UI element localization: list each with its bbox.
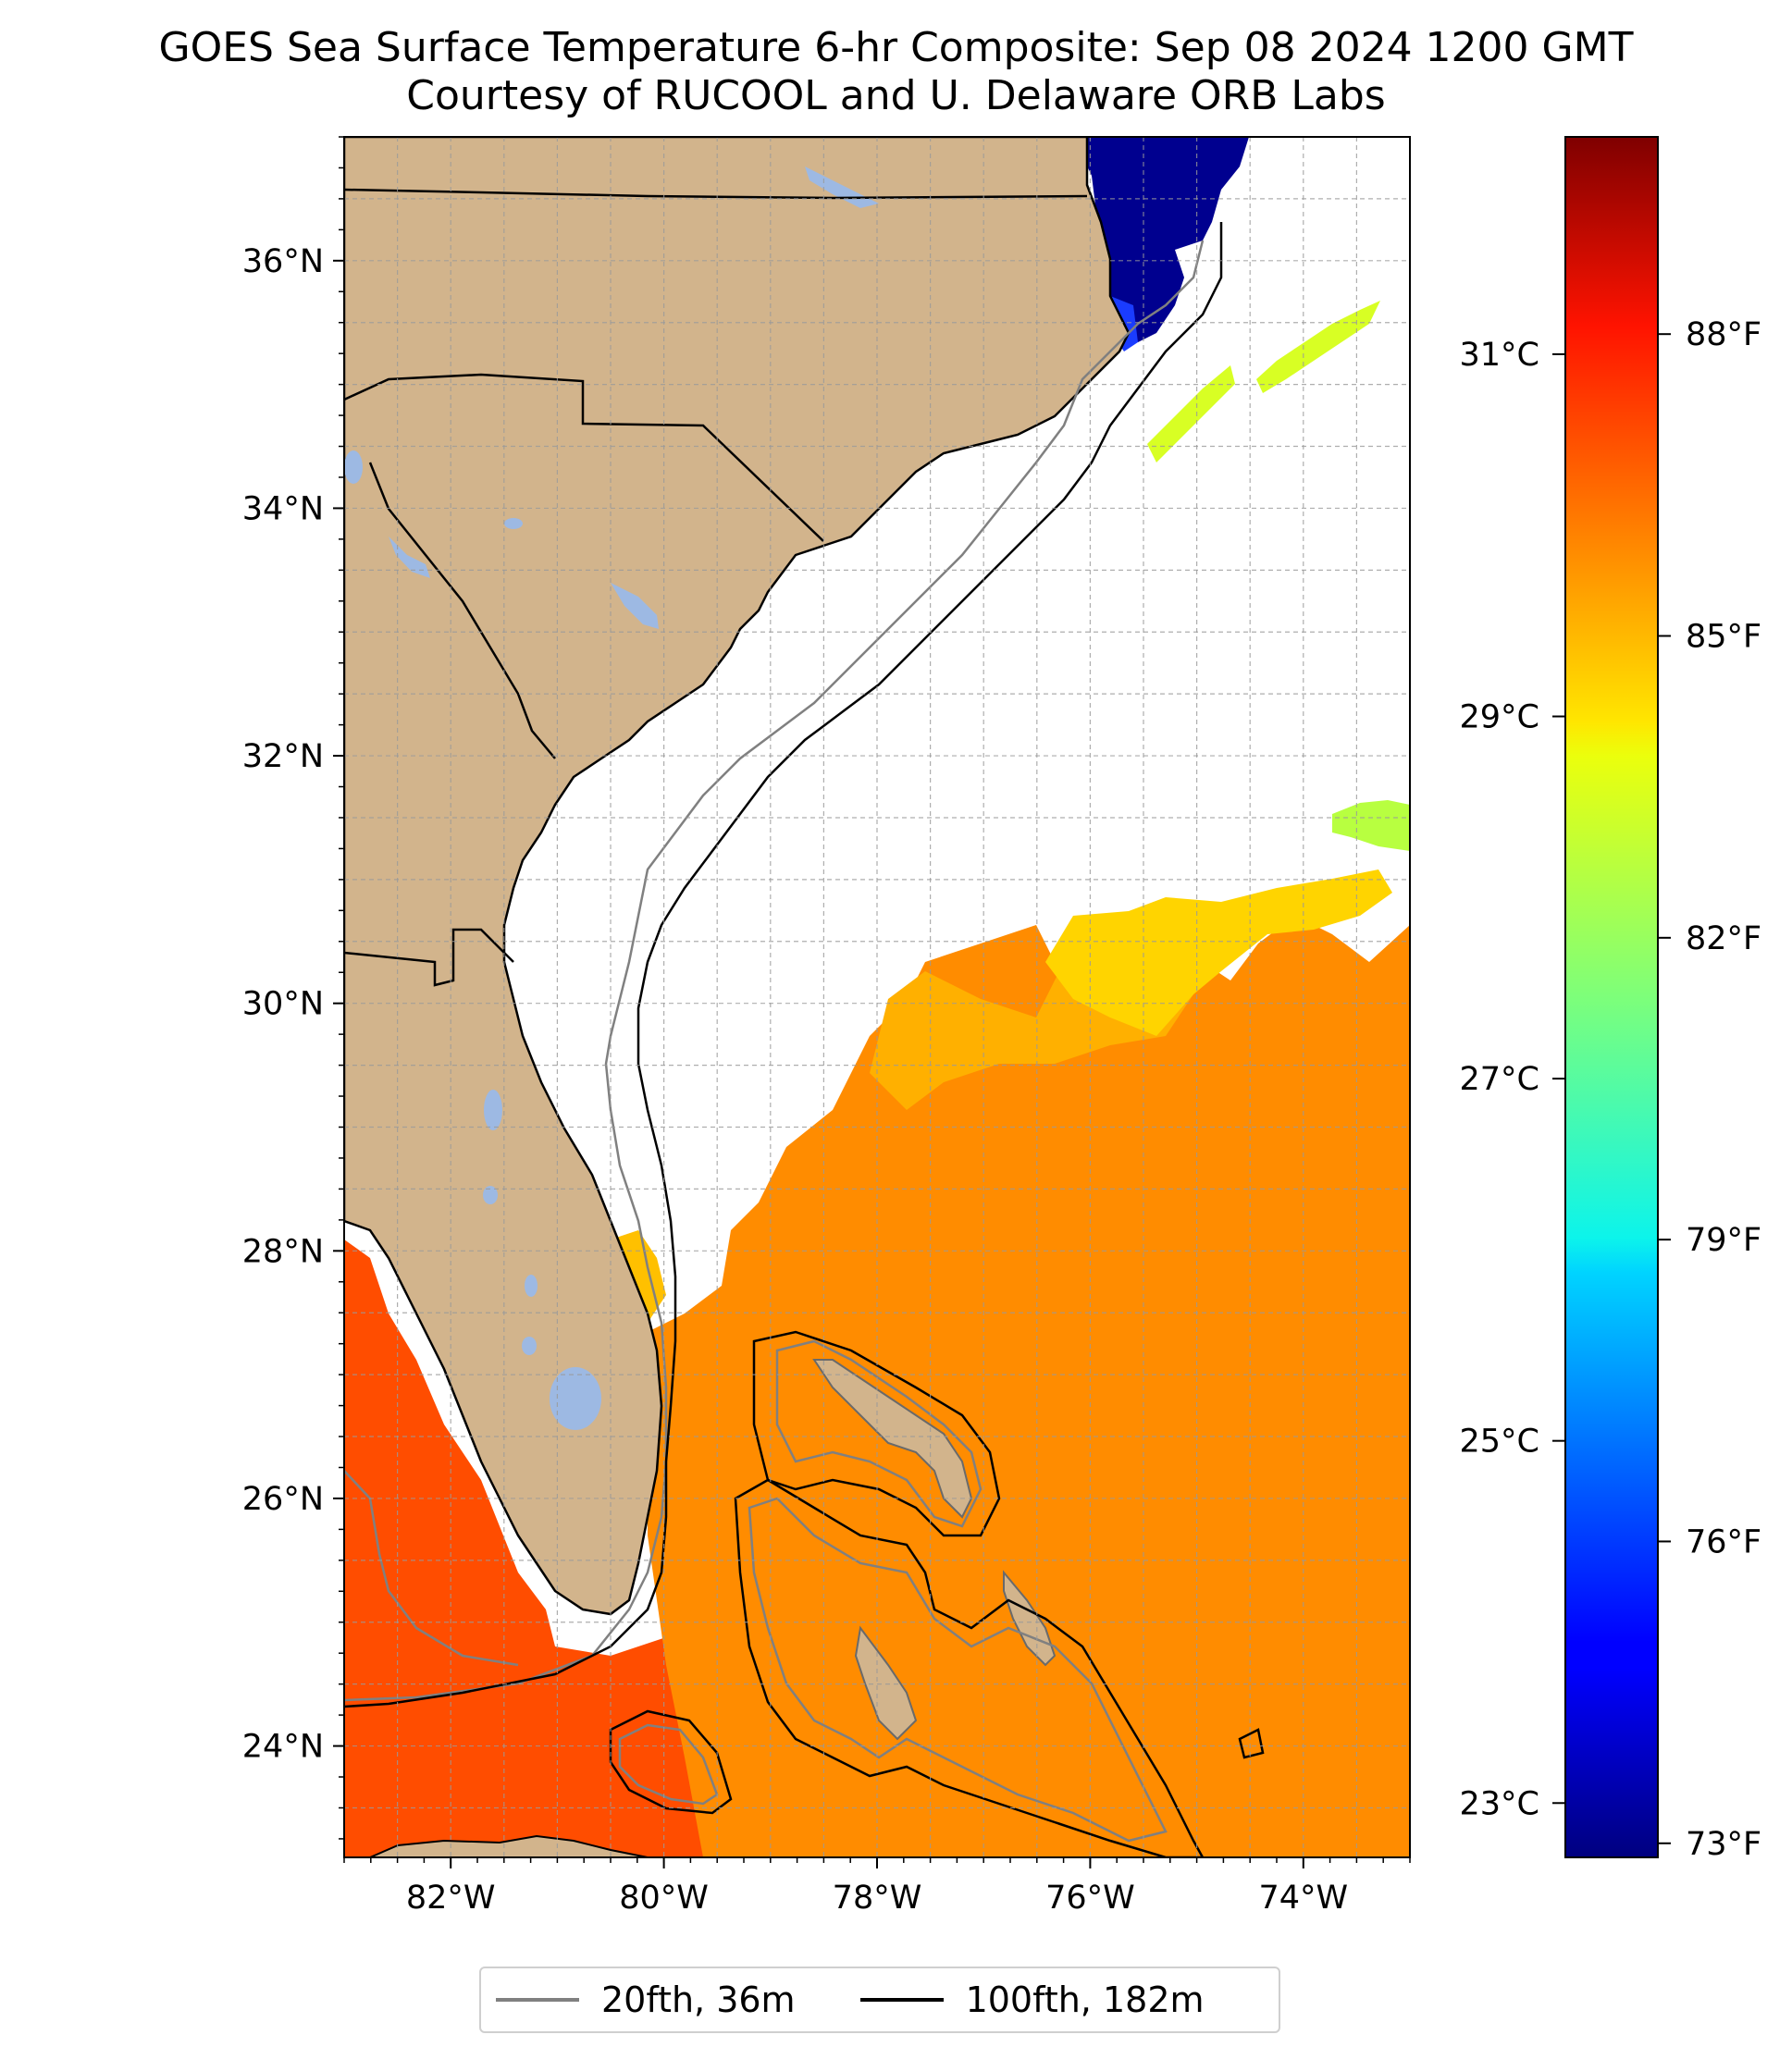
- fahrenheit-tick-label: 79°F: [1686, 1222, 1761, 1259]
- lake-okeechobee: [550, 1367, 601, 1430]
- celsius-tick-label: 31°C: [1460, 337, 1539, 374]
- land-bahamas-andros: [854, 1625, 918, 1741]
- lon-tick-label: 80°W: [619, 1880, 709, 1917]
- state-border-va-nc: [344, 188, 1088, 200]
- sst-yellow-region: [1045, 869, 1392, 1036]
- colorbar-fahrenheit-axis: 73°F 76°F 79°F 82°F 85°F 88°F: [1658, 316, 1761, 1863]
- contour-20fth-bahamas-little: [775, 1339, 983, 1528]
- state-border-nc-sc: [344, 373, 824, 542]
- sst-warm-gulf-region: [344, 1239, 703, 1857]
- state-border-ga-fl: [344, 928, 514, 987]
- legend-swatch-100fth: [859, 1998, 944, 2002]
- contour-100fth-bahamas-little: [752, 1330, 1001, 1537]
- fahrenheit-tick-label: 76°F: [1686, 1523, 1761, 1560]
- lake-georgia: [344, 450, 363, 484]
- celsius-tick-label: 29°C: [1460, 699, 1539, 736]
- latitude-axis: 24°N 26°N 28°N 30°N 32°N 34°N 36°N: [242, 136, 344, 1840]
- lake-south-carolina-2: [504, 518, 523, 529]
- colorbar-celsius-axis: 23°C 25°C 27°C 29°C 31°C: [1460, 337, 1565, 1822]
- legend-swatch-20fth: [496, 1998, 579, 2002]
- lon-tick-label: 82°W: [406, 1880, 496, 1917]
- land-cuba-edge: [369, 1834, 649, 1857]
- map-title: GOES Sea Surface Temperature 6-hr Compos…: [0, 24, 1792, 120]
- legend-item-20fth: 20fth, 36m: [481, 1979, 796, 2020]
- contour-100fth-cay-sal: [609, 1709, 733, 1815]
- legend-label-100fth: 100fth, 182m: [965, 1979, 1205, 2020]
- lat-tick-label: 34°N: [242, 490, 324, 527]
- fahrenheit-tick-label: 82°F: [1686, 920, 1761, 957]
- title-line-1: GOES Sea Surface Temperature 6-hr Compos…: [158, 24, 1634, 71]
- lat-tick-label: 30°N: [242, 986, 324, 1023]
- fahrenheit-tick-label: 85°F: [1686, 619, 1761, 656]
- sst-green-patch: [1332, 800, 1410, 851]
- lat-tick-label: 28°N: [242, 1233, 324, 1270]
- lake-florida-1: [484, 1090, 502, 1130]
- colorbar: [1564, 136, 1659, 1858]
- contour-20fth-us-shelf: [344, 240, 1205, 1702]
- contour-20fth-bahamas-great: [748, 1497, 1168, 1843]
- land-bahamas-abaco: [812, 1359, 973, 1519]
- sst-yellowgreen-patch-1: [1147, 365, 1235, 462]
- fahrenheit-tick-label: 88°F: [1686, 316, 1761, 353]
- sst-yellowgreen-patch-2: [1256, 301, 1380, 393]
- celsius-tick-label: 27°C: [1460, 1061, 1539, 1098]
- lat-tick-label: 32°N: [242, 738, 324, 775]
- contour-100fth-us-shelf: [344, 222, 1223, 1708]
- lake-marion: [389, 536, 430, 578]
- celsius-tick-label: 25°C: [1460, 1424, 1539, 1461]
- lake-south-carolina-1: [611, 583, 659, 629]
- lat-tick-label: 36°N: [242, 243, 324, 280]
- lat-tick-label: 24°N: [242, 1729, 324, 1766]
- fahrenheit-tick-label: 73°F: [1686, 1826, 1761, 1863]
- legend-item-100fth: 100fth, 182m: [846, 1979, 1205, 2020]
- lon-tick-label: 78°W: [833, 1880, 922, 1917]
- lon-tick-label: 76°W: [1045, 1880, 1135, 1917]
- lake-florida-3: [525, 1275, 538, 1297]
- longitude-axis: 82°W 80°W 78°W 76°W 74°W: [343, 1857, 1411, 1917]
- contour-legend: 20fth, 36m 100fth, 182m: [479, 1967, 1280, 2033]
- lat-tick-label: 26°N: [242, 1481, 324, 1518]
- lake-florida-2: [483, 1186, 498, 1204]
- sst-cold-blue-region: [1073, 137, 1249, 342]
- title-line-2: Courtesy of RUCOOL and U. Delaware ORB L…: [406, 72, 1386, 119]
- lon-tick-label: 74°W: [1258, 1880, 1348, 1917]
- legend-label-20fth: 20fth, 36m: [601, 1979, 796, 2020]
- contour-100fth-bahamas-great: [734, 1478, 1205, 1857]
- map-plot-area: [344, 137, 1410, 1857]
- map-gridlines: [344, 137, 1410, 1857]
- contour-100fth-east-isles: [1238, 1728, 1265, 1759]
- celsius-tick-label: 23°C: [1460, 1785, 1539, 1822]
- lake-florida-4: [522, 1337, 537, 1355]
- land-us-southeast: [344, 137, 1131, 1616]
- state-border-ga-sc: [368, 462, 556, 759]
